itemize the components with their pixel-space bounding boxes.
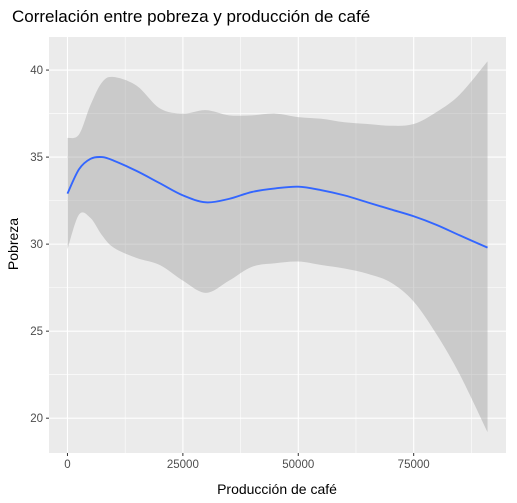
y-tick-label: 40 — [30, 65, 43, 77]
trend-line — [66, 156, 488, 249]
y-axis-title: Pobreza — [5, 218, 21, 270]
y-tick-label: 20 — [30, 413, 43, 425]
y-axis: 20 25 30 35 40 — [30, 65, 49, 425]
x-tick-label: 25000 — [167, 459, 199, 471]
y-tick-label: 35 — [30, 152, 43, 164]
confidence-band — [67, 61, 488, 433]
x-tick-label: 75000 — [398, 459, 430, 471]
x-tick-label: 50000 — [282, 459, 314, 471]
x-tick-label: 0 — [64, 459, 70, 471]
y-tick-label: 25 — [30, 326, 43, 338]
grid-major — [49, 37, 506, 453]
y-tick-label: 30 — [30, 239, 43, 251]
x-axis-title: Producción de café — [217, 481, 337, 497]
grid-minor — [49, 37, 506, 453]
x-axis: 0 25000 50000 75000 — [64, 453, 430, 471]
chart-title: Correlación entre pobreza y producción d… — [12, 7, 370, 26]
